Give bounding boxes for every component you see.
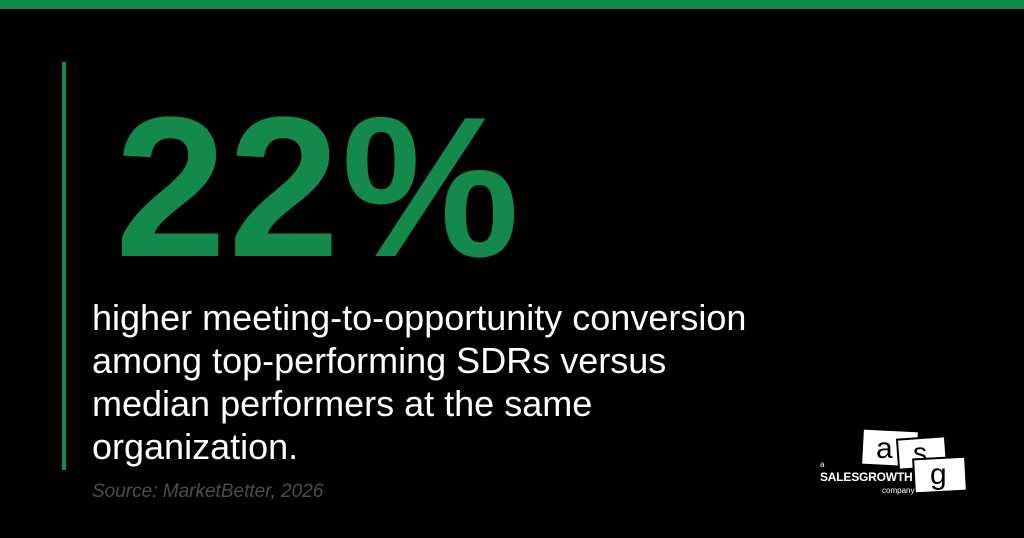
- logo-letter-g: g: [930, 458, 947, 491]
- logo-prefix: a: [820, 460, 825, 469]
- vertical-accent-line: [62, 62, 66, 470]
- source-citation: Source: MarketBetter, 2026: [92, 481, 324, 502]
- logo-letter-a: a: [876, 432, 893, 465]
- asg-logo: a s g a SALESGROWTH company: [810, 424, 976, 502]
- stat-value: 22%: [115, 76, 522, 299]
- asg-logo-mark: a s g: [860, 427, 968, 495]
- logo-tile-g: g: [912, 455, 968, 495]
- logo-suffix: company: [882, 486, 915, 495]
- stat-description: higher meeting-to-opportunity conversion…: [92, 297, 747, 467]
- top-accent-bar: [0, 0, 1024, 9]
- logo-wordmark: SALESGROWTH: [820, 470, 913, 484]
